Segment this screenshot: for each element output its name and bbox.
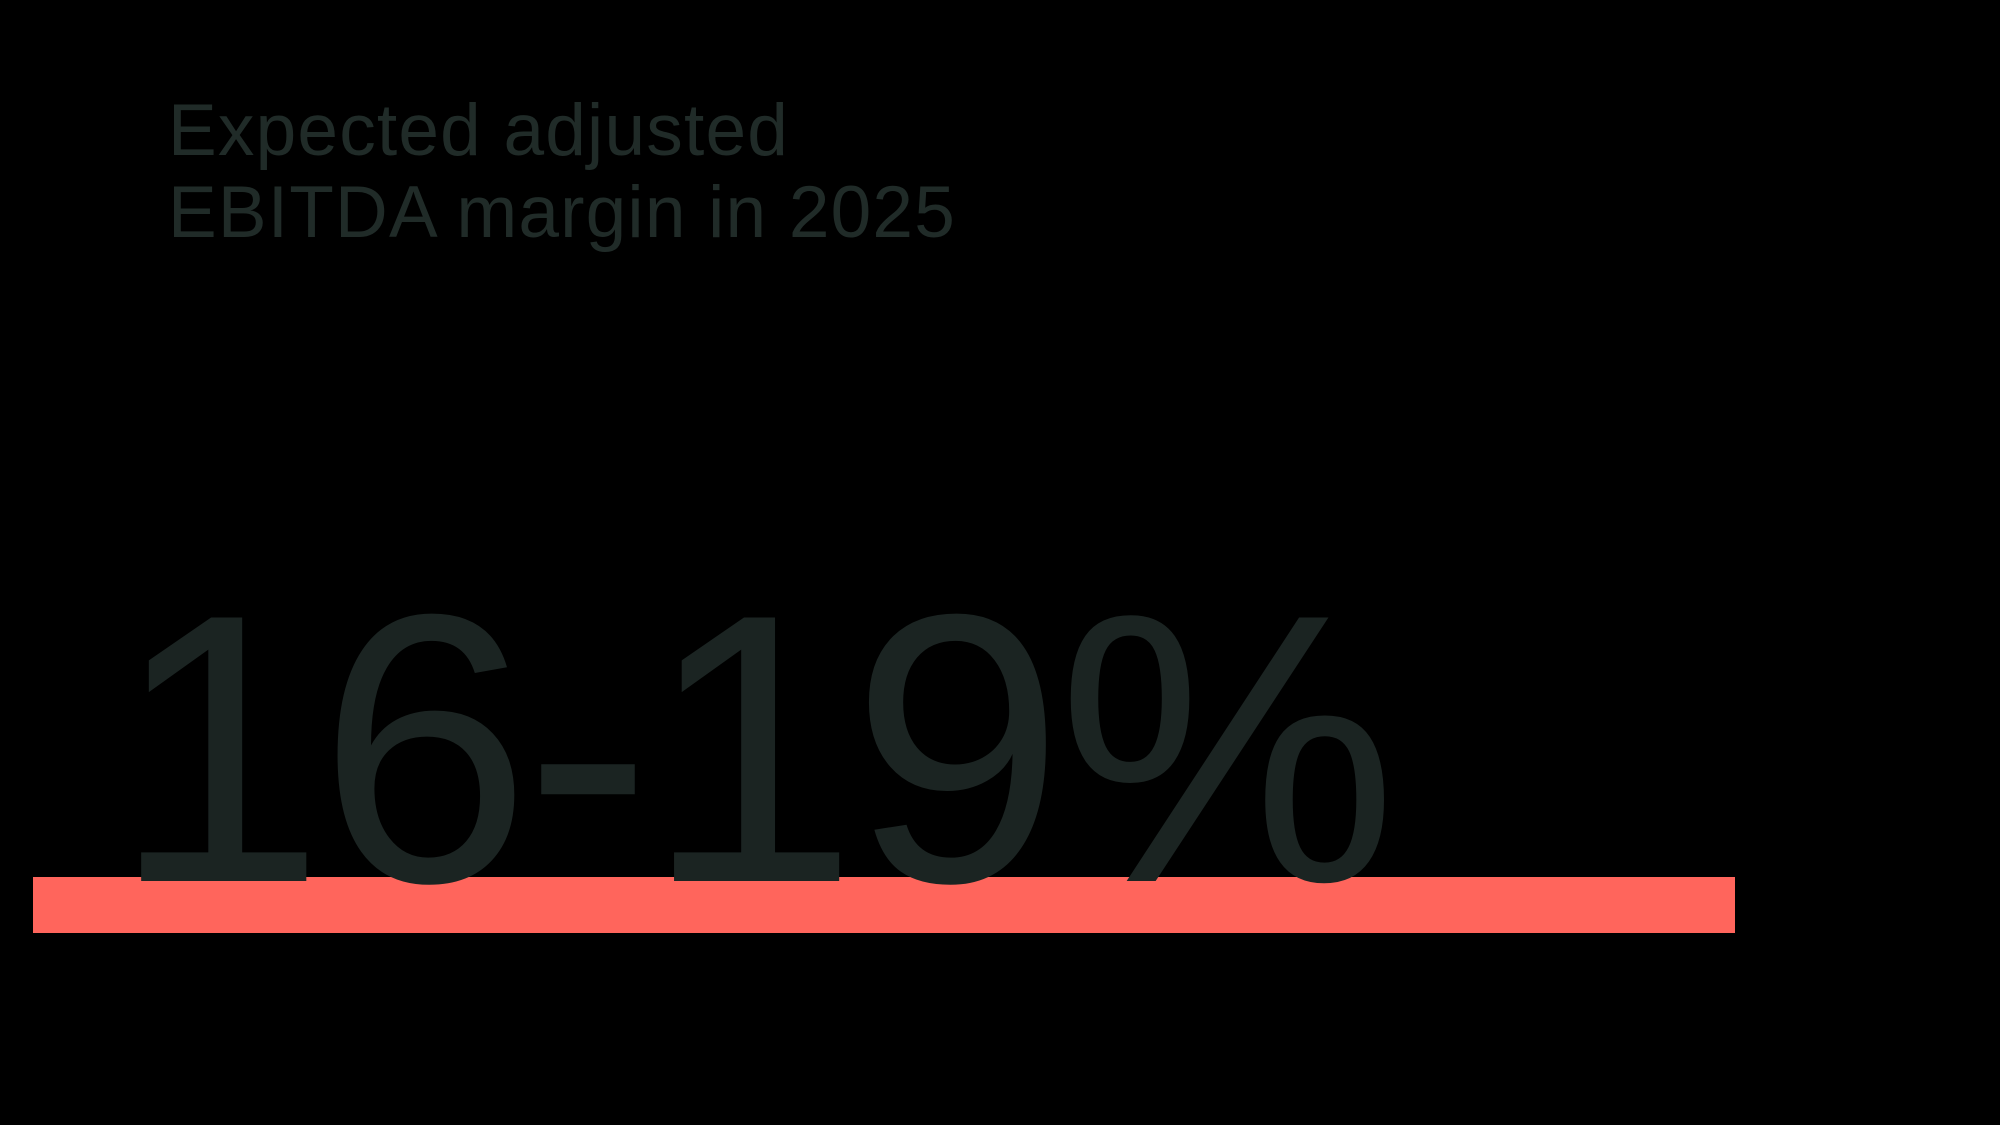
stat-value: 16-19% <box>112 535 1398 963</box>
accent-underline-bar <box>33 877 1735 933</box>
stat-label: Expected adjusted EBITDA margin in 2025 <box>168 90 957 253</box>
